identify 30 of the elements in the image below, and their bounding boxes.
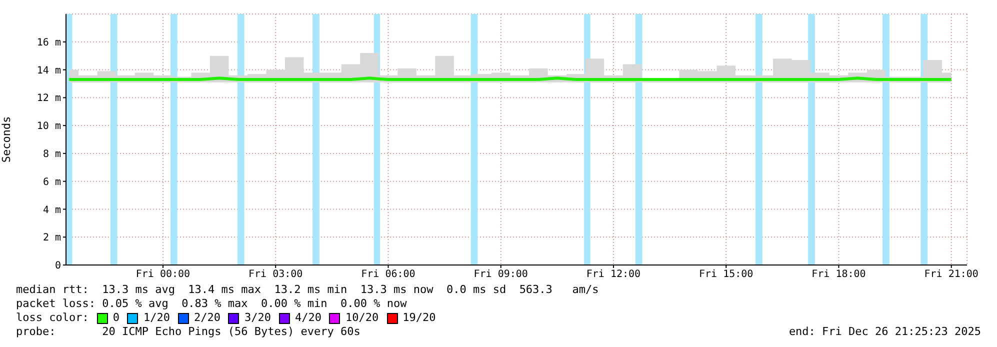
y-axis-title: Seconds <box>0 116 13 163</box>
text: 0 <box>112 311 120 325</box>
text: 4/20 <box>294 311 322 325</box>
y-tick-label: 4 m <box>42 204 61 216</box>
y-tick-label: 10 m <box>36 121 61 132</box>
text: packet loss: 0.05 % avg 0.83 % max 0.00 % min 0.00 % now <box>16 297 408 311</box>
x-tick-label: Fri 00:00 <box>136 269 190 280</box>
x-tick-label: Fri 21:00 <box>924 269 978 280</box>
text: median rtt: 13.3 ms avg 13.4 ms max 13.2 ms min 13.3 ms now 0.0 ms sd 563.3 am/s <box>16 283 599 297</box>
text: probe: 20 ICMP Echo Pings (56 Bytes) every 60s <box>16 325 362 339</box>
text: 3/20 <box>244 311 271 325</box>
text: 10/20 <box>345 311 379 325</box>
text: end: Fri Dec 26 21:25:23 2025 <box>788 325 981 338</box>
x-tick-label: Fri 03:00 <box>248 269 303 280</box>
x-tick-label: Fri 15:00 <box>699 269 754 280</box>
y-tick-label: 8 m <box>42 148 61 160</box>
y-tick-label: 14 m <box>36 65 61 76</box>
text: loss color: <box>16 311 89 325</box>
x-tick-label: Fri 09:00 <box>474 269 528 280</box>
y-tick-label: 16 m <box>36 37 61 48</box>
y-tick-label: 12 m <box>36 93 61 104</box>
x-tick-label: Fri 12:00 <box>586 269 641 280</box>
y-tick-label: 2 m <box>42 232 61 244</box>
text: 19/20 <box>402 311 436 325</box>
y-tick-label: 6 m <box>42 176 61 188</box>
x-tick-label: Fri 18:00 <box>812 269 866 280</box>
text: 1/20 <box>143 311 170 325</box>
x-tick-label: Fri 06:00 <box>361 269 416 280</box>
text: 2/20 <box>194 311 220 325</box>
y-tick-label: 0 <box>54 260 61 272</box>
